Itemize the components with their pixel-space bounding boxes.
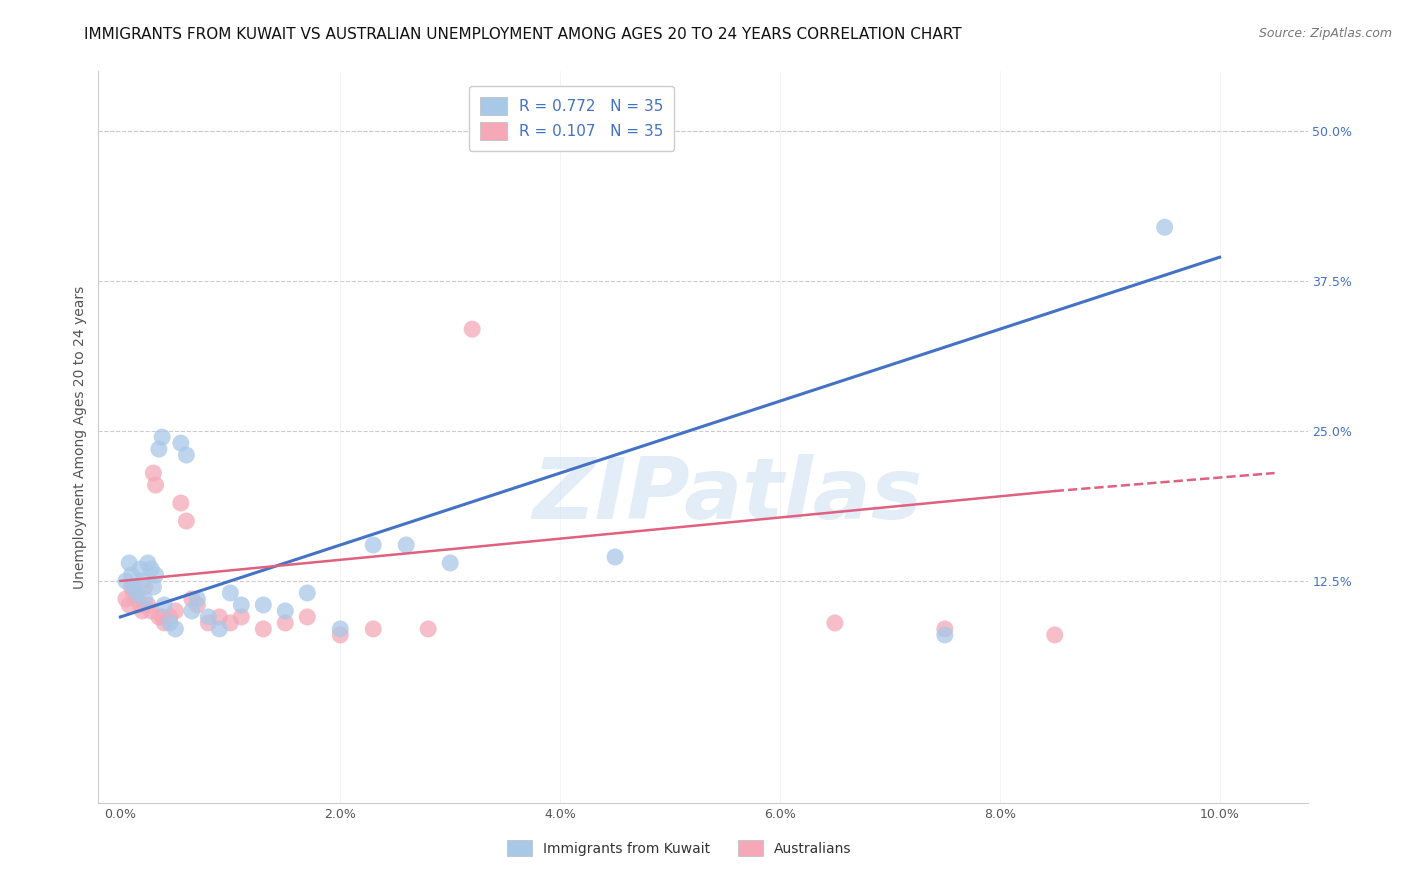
Point [122, 586, 145, 600]
Point [934, 628, 956, 642]
Point [145, 478, 167, 492]
Text: Source: ZipAtlas.com: Source: ZipAtlas.com [1258, 27, 1392, 40]
Point [1153, 220, 1175, 235]
Point [197, 610, 219, 624]
Point [395, 538, 418, 552]
Point [1043, 628, 1066, 642]
Point [129, 562, 152, 576]
Point [118, 556, 141, 570]
Point [142, 466, 165, 480]
Point [148, 610, 170, 624]
Point [120, 580, 142, 594]
Point [159, 615, 181, 630]
Point [197, 615, 219, 630]
Point [150, 430, 173, 444]
Point [274, 615, 297, 630]
Point [297, 586, 319, 600]
Point [361, 622, 384, 636]
Point [231, 610, 253, 624]
Point [418, 622, 440, 636]
Point [361, 538, 384, 552]
Point [165, 622, 187, 636]
Point [208, 622, 231, 636]
Point [439, 556, 461, 570]
Point [122, 580, 145, 594]
Point [129, 598, 152, 612]
Point [145, 568, 167, 582]
Point [153, 615, 176, 630]
Point [136, 598, 159, 612]
Point [180, 591, 202, 606]
Point [131, 604, 153, 618]
Point [219, 586, 242, 600]
Y-axis label: Unemployment Among Ages 20 to 24 years: Unemployment Among Ages 20 to 24 years [73, 285, 87, 589]
Point [176, 514, 198, 528]
Point [603, 549, 626, 564]
Point [252, 598, 274, 612]
Point [134, 580, 156, 594]
Point [329, 628, 352, 642]
Point [186, 598, 208, 612]
Point [141, 604, 163, 618]
Point [170, 496, 193, 510]
Point [219, 615, 242, 630]
Point [131, 574, 153, 588]
Text: IMMIGRANTS FROM KUWAIT VS AUSTRALIAN UNEMPLOYMENT AMONG AGES 20 TO 24 YEARS CORR: IMMIGRANTS FROM KUWAIT VS AUSTRALIAN UNE… [84, 27, 962, 42]
Point [274, 604, 297, 618]
Point [176, 448, 198, 462]
Point [118, 598, 141, 612]
Point [297, 610, 319, 624]
Text: ZIPatlas: ZIPatlas [531, 454, 922, 537]
Point [136, 556, 159, 570]
Point [231, 598, 253, 612]
Point [165, 604, 187, 618]
Legend: Immigrants from Kuwait, Australians: Immigrants from Kuwait, Australians [501, 835, 856, 862]
Point [115, 574, 138, 588]
Point [125, 586, 148, 600]
Point [461, 322, 484, 336]
Point [141, 562, 163, 576]
Point [153, 598, 176, 612]
Point [120, 568, 142, 582]
Point [150, 610, 173, 624]
Point [115, 591, 138, 606]
Point [186, 591, 208, 606]
Point [142, 580, 165, 594]
Point [824, 615, 846, 630]
Point [125, 591, 148, 606]
Point [180, 604, 202, 618]
Point [208, 610, 231, 624]
Point [159, 610, 181, 624]
Point [252, 622, 274, 636]
Point [934, 622, 956, 636]
Point [134, 591, 156, 606]
Point [148, 442, 170, 456]
Point [329, 622, 352, 636]
Point [170, 436, 193, 450]
